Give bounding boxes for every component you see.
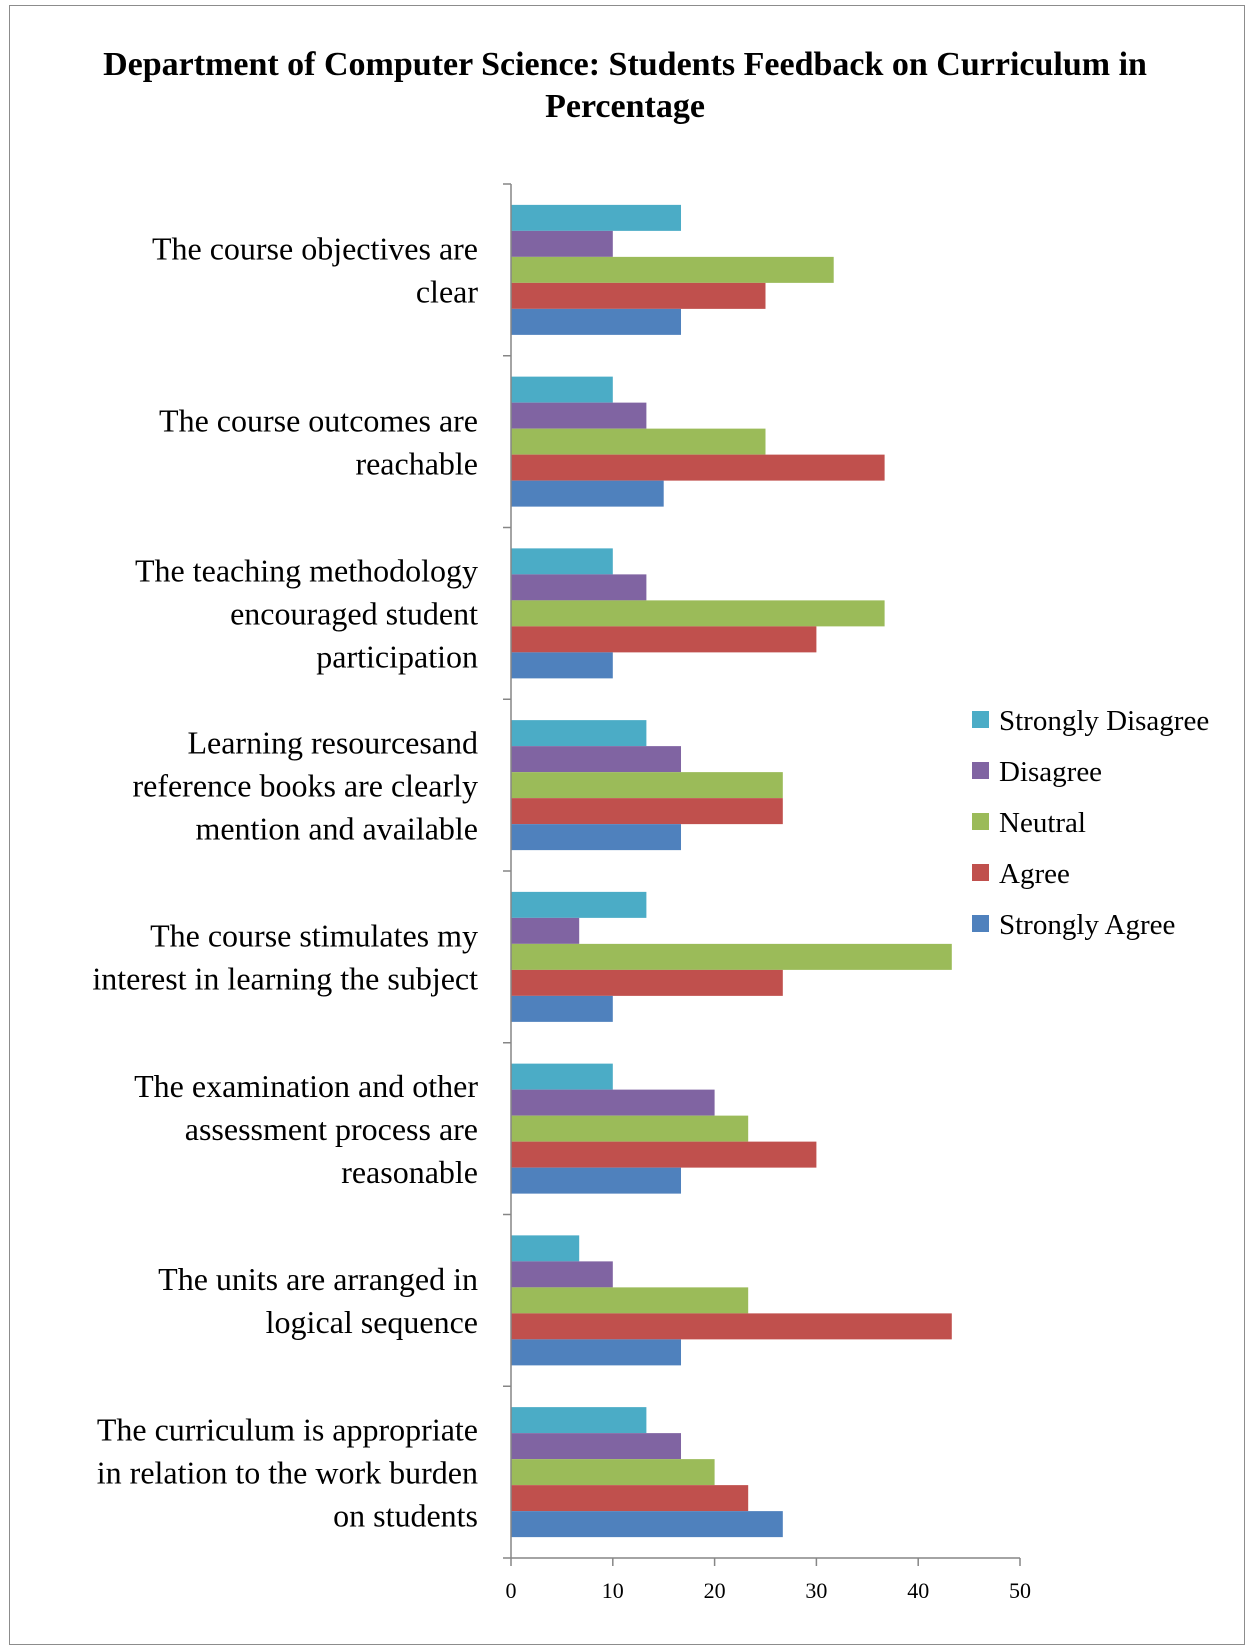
bar-neutral-8 <box>511 1459 715 1486</box>
bar-strongly-agree-3 <box>511 652 613 679</box>
category-label: The course outcomes are reachable <box>159 402 478 481</box>
legend-swatch-strongly-disagree <box>972 711 989 728</box>
category-label: The teaching methodology encouraged stude… <box>135 553 478 675</box>
bar-agree-6 <box>511 1141 817 1168</box>
bar-strongly-agree-6 <box>511 1167 682 1194</box>
bar-strongly-agree-7 <box>511 1339 682 1366</box>
bar-disagree-6 <box>511 1089 715 1116</box>
bar-agree-4 <box>511 798 783 825</box>
legend-label-strongly-agree: Strongly Agree <box>999 909 1175 941</box>
bar-agree-8 <box>511 1485 749 1512</box>
bar-strongly-disagree-6 <box>511 1063 613 1090</box>
legend-label-agree: Agree <box>999 858 1070 890</box>
bar-disagree-7 <box>511 1261 613 1288</box>
bar-neutral-4 <box>511 772 783 799</box>
chart-title: Department of Computer Science: Students… <box>103 46 1147 125</box>
bar-disagree-8 <box>511 1433 682 1460</box>
bar-strongly-agree-8 <box>511 1511 783 1538</box>
x-tick-label: 30 <box>805 1578 827 1603</box>
x-tick-label: 50 <box>1009 1578 1031 1603</box>
bar-strongly-disagree-4 <box>511 720 647 747</box>
category-label: The course stimulates my interest in lear… <box>92 918 478 997</box>
bar-disagree-3 <box>511 574 647 601</box>
bar-agree-7 <box>511 1313 952 1340</box>
category-label: The curriculum is appropriate in relation… <box>97 1411 478 1533</box>
bar-agree-1 <box>511 282 766 309</box>
category-label: The examination and other assessment proc… <box>134 1068 478 1190</box>
bar-strongly-agree-5 <box>511 995 613 1022</box>
bar-strongly-disagree-5 <box>511 891 647 918</box>
bar-agree-3 <box>511 626 817 653</box>
legend-label-strongly-disagree: Strongly Disagree <box>999 705 1209 737</box>
legend-swatch-agree <box>972 864 989 881</box>
legend-swatch-neutral <box>972 813 989 830</box>
bar-disagree-5 <box>511 917 580 944</box>
bar-disagree-4 <box>511 746 682 773</box>
bar-neutral-2 <box>511 428 766 455</box>
bar-strongly-disagree-8 <box>511 1407 647 1434</box>
bar-neutral-3 <box>511 600 885 627</box>
bar-strongly-agree-1 <box>511 308 682 335</box>
bar-disagree-1 <box>511 230 613 257</box>
bar-agree-5 <box>511 969 783 996</box>
category-label: Learning resourcesand reference books are… <box>132 724 478 846</box>
bar-disagree-2 <box>511 402 647 429</box>
bar-strongly-agree-2 <box>511 480 664 507</box>
bar-strongly-disagree-2 <box>511 376 613 403</box>
legend-swatch-strongly-agree <box>972 915 989 932</box>
bar-strongly-disagree-1 <box>511 204 682 231</box>
x-tick-label: 10 <box>602 1578 624 1603</box>
bar-neutral-1 <box>511 256 834 283</box>
legend-label-neutral: Neutral <box>999 807 1086 839</box>
bar-strongly-disagree-3 <box>511 548 613 575</box>
bar-strongly-disagree-7 <box>511 1235 580 1262</box>
x-tick-label: 0 <box>506 1578 517 1603</box>
category-label: The units are arranged in logical sequenc… <box>158 1261 478 1340</box>
legend-label-disagree: Disagree <box>999 756 1102 788</box>
bar-neutral-7 <box>511 1287 749 1314</box>
x-tick-label: 40 <box>907 1578 929 1603</box>
bar-neutral-6 <box>511 1115 749 1142</box>
legend-swatch-disagree <box>972 762 989 779</box>
x-tick-label: 20 <box>704 1578 726 1603</box>
category-label: The course objectives are clear <box>152 231 478 310</box>
bar-neutral-5 <box>511 943 952 970</box>
bar-strongly-agree-4 <box>511 824 682 851</box>
bar-agree-2 <box>511 454 885 481</box>
